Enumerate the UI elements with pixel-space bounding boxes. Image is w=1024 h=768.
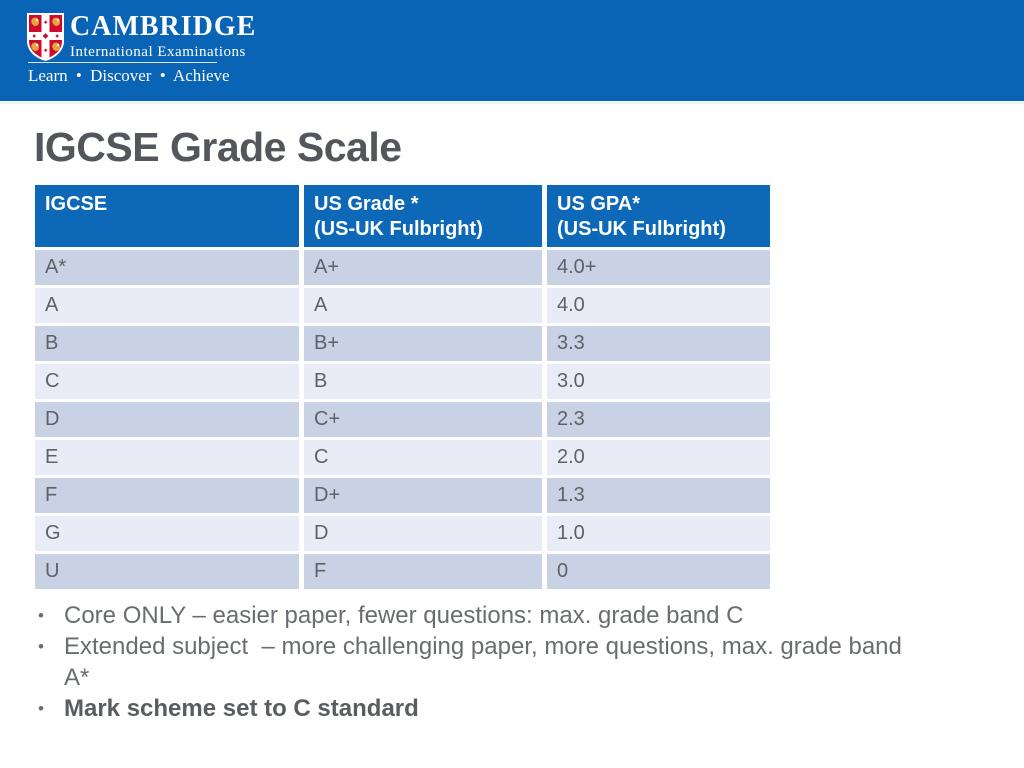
table-cell: 2.0 <box>547 440 770 475</box>
table-cell: 4.0+ <box>547 250 770 285</box>
logo-divider <box>28 62 217 63</box>
header-line1: IGCSE <box>45 193 108 215</box>
table-cell: B+ <box>304 326 542 361</box>
bullet-marker: • <box>38 606 44 625</box>
header-line1: US GPA* <box>557 193 640 215</box>
bullet-marker: • <box>38 637 44 656</box>
bullet-marker: • <box>38 699 44 718</box>
banner: CAMBRIDGE International Examinations Lea… <box>0 0 1024 104</box>
bullet-list: • Core ONLY – easier paper, fewer questio… <box>36 600 916 724</box>
brand-tagline: Learn • Discover • Achieve <box>28 66 230 85</box>
table-cell: 1.0 <box>547 516 770 551</box>
bullet-item: • Mark scheme set to C standard <box>36 693 916 724</box>
bullet-item: • Extended subject – more challenging pap… <box>36 631 916 693</box>
header-line1: US Grade * <box>314 193 419 215</box>
table-cell: A <box>35 288 299 323</box>
table-cell: D+ <box>304 478 542 513</box>
table-cell: C <box>304 440 542 475</box>
bullet-text: Mark scheme set to C standard <box>64 695 419 722</box>
table-header-us-gpa: US GPA* (US-UK Fulbright) <box>547 185 770 247</box>
table-cell: A+ <box>304 250 542 285</box>
table-cell: A <box>304 288 542 323</box>
brand-subtitle: International Examinations <box>70 44 246 60</box>
brand-text: CAMBRIDGE International Examinations <box>70 13 256 61</box>
cambridge-logo: CAMBRIDGE International Examinations <box>27 13 256 61</box>
table-cell: A* <box>35 250 299 285</box>
table-cell: C <box>35 364 299 399</box>
page-title: IGCSE Grade Scale <box>34 124 402 170</box>
table-cell: 1.3 <box>547 478 770 513</box>
table-cell: C+ <box>304 402 542 437</box>
header-line2: (US-UK Fulbright) <box>314 218 483 240</box>
cambridge-crest-icon <box>27 13 64 61</box>
table-cell: D <box>304 516 542 551</box>
table-cell: B <box>35 326 299 361</box>
table-header-igcse: IGCSE <box>35 185 299 247</box>
table-cell: D <box>35 402 299 437</box>
header-line2: (US-UK Fulbright) <box>557 218 726 240</box>
table-cell: F <box>304 554 542 589</box>
table-cell: B <box>304 364 542 399</box>
table-cell: E <box>35 440 299 475</box>
table-cell: U <box>35 554 299 589</box>
table-cell: 4.0 <box>547 288 770 323</box>
grade-table: IGCSE US Grade * (US-UK Fulbright) US GP… <box>35 185 770 589</box>
table-cell: 3.3 <box>547 326 770 361</box>
bullet-item: • Core ONLY – easier paper, fewer questio… <box>36 600 916 631</box>
bullet-text: Core ONLY – easier paper, fewer question… <box>64 602 744 629</box>
table-cell: G <box>35 516 299 551</box>
table-cell: 3.0 <box>547 364 770 399</box>
table-header-us-grade: US Grade * (US-UK Fulbright) <box>304 185 542 247</box>
bullet-text: Extended subject – more challenging pape… <box>64 633 908 691</box>
brand-title: CAMBRIDGE <box>70 11 257 42</box>
table-cell: 0 <box>547 554 770 589</box>
table-cell: 2.3 <box>547 402 770 437</box>
table-cell: F <box>35 478 299 513</box>
